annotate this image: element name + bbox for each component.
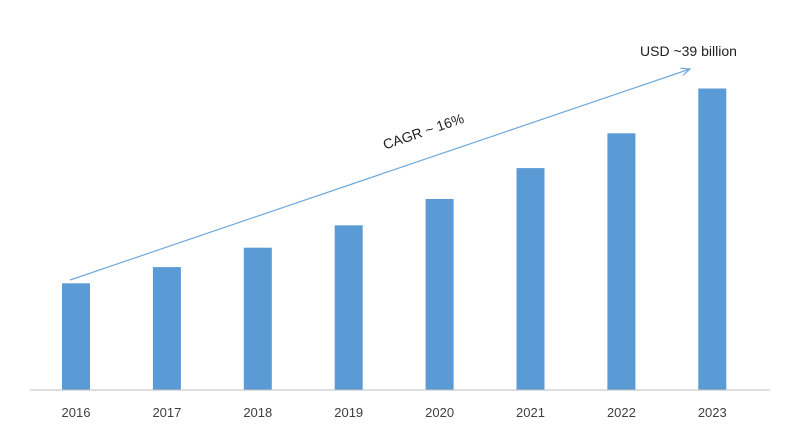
x-tick-label-2018: 2018 — [243, 405, 272, 420]
x-tick-label-2016: 2016 — [62, 405, 91, 420]
bar-2020 — [425, 199, 454, 390]
bar-2023 — [698, 88, 727, 390]
bar-2022 — [607, 133, 636, 391]
x-tick-label-2023: 2023 — [698, 405, 727, 420]
x-tick-label-2022: 2022 — [607, 405, 636, 420]
bars-layer — [62, 88, 727, 391]
x-tick-label-2021: 2021 — [516, 405, 545, 420]
cagr-annotation: CAGR ~ 16% — [381, 110, 466, 152]
bar-2018 — [243, 247, 272, 390]
bar-2016 — [62, 283, 90, 390]
bar-2021 — [516, 168, 545, 390]
x-tick-label-2020: 2020 — [425, 405, 454, 420]
x-tick-labels: 2016 2017 2018 2019 2020 2021 2022 2023 — [62, 405, 727, 420]
bar-2019 — [334, 225, 363, 390]
x-tick-label-2019: 2019 — [334, 405, 363, 420]
x-tick-label-2017: 2017 — [152, 405, 181, 420]
cagr-trend-arrow — [69, 69, 690, 281]
bar-2017 — [152, 267, 181, 390]
end-value-annotation: USD ~39 billion — [640, 43, 737, 59]
